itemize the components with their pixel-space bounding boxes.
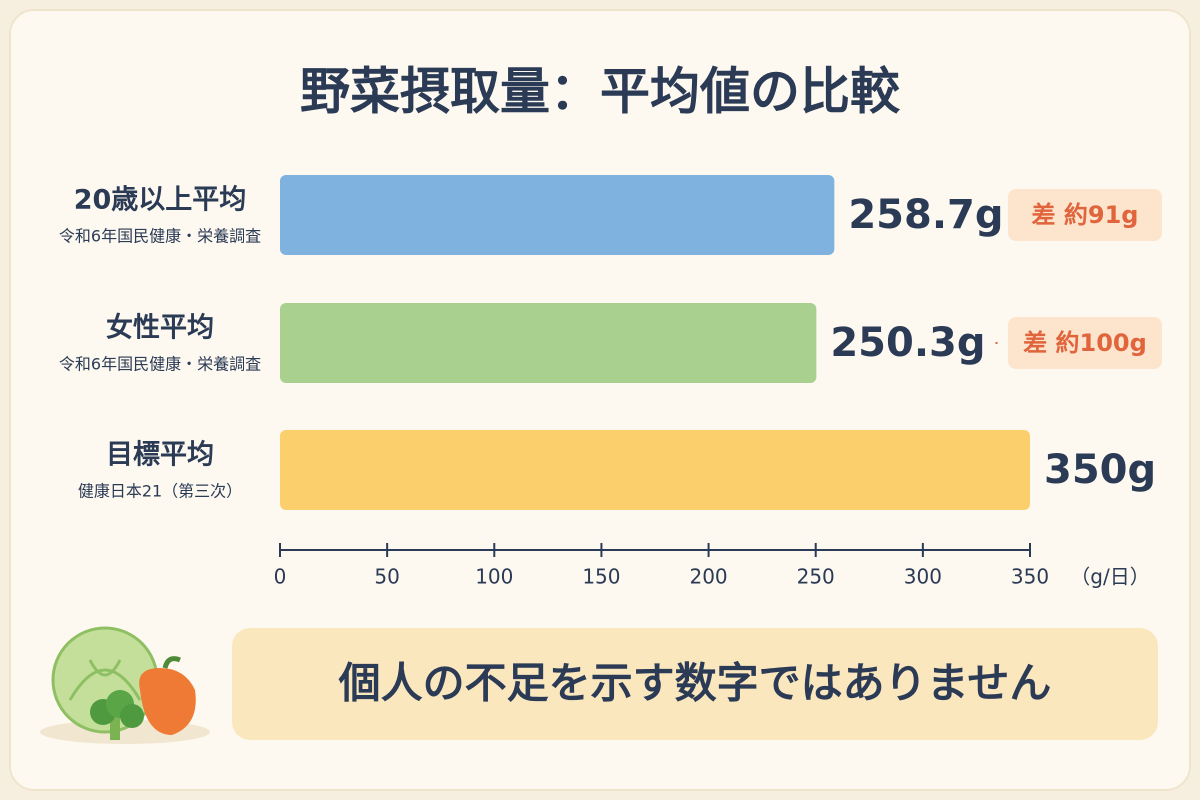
footer-box xyxy=(232,628,1158,740)
x-tick-label: 250 xyxy=(797,565,835,589)
chart-title: 野菜摂取量：平均値の比較 xyxy=(300,63,901,121)
pepper xyxy=(139,668,196,735)
x-axis-label: （g/日） xyxy=(1070,565,1149,589)
footer-text: 個人の不足を示す数字ではありません xyxy=(338,659,1052,708)
gap-badge xyxy=(1008,317,1162,369)
x-tick-label: 0 xyxy=(274,565,287,589)
cabbage-veins xyxy=(68,659,142,701)
bar xyxy=(280,430,1030,510)
value-label: 250.3g xyxy=(830,320,985,366)
vegetables xyxy=(40,626,210,744)
value-label: 258.7g xyxy=(848,192,1003,238)
bar xyxy=(280,175,835,255)
bar xyxy=(280,303,817,383)
gap-label: 差 約100g xyxy=(1023,329,1147,357)
x-tick-label: 100 xyxy=(475,565,513,589)
category-label: 目標平均 xyxy=(106,440,214,471)
x-tick-label: 350 xyxy=(1011,565,1049,589)
category-label: 女性平均 xyxy=(106,312,214,344)
pepper-stem xyxy=(162,656,181,669)
broccoli-stem xyxy=(110,712,120,740)
category-source: 健康日本21（第三次） xyxy=(78,482,242,501)
x-tick-label: 50 xyxy=(374,565,399,589)
value-label: 350g xyxy=(1044,447,1156,493)
gap-label: 差 約91g xyxy=(1032,201,1139,229)
category-source: 令和6年国民健康・栄養調査 xyxy=(59,355,261,374)
broccoli xyxy=(120,704,144,728)
x-tick-label: 200 xyxy=(689,565,727,589)
category-label: 20歳以上平均 xyxy=(74,185,247,216)
x-tick-label: 150 xyxy=(582,565,620,589)
gap-badge xyxy=(1008,189,1162,241)
category-source: 令和6年国民健康・栄養調査 xyxy=(59,227,261,246)
x-tick-label: 300 xyxy=(904,565,942,589)
